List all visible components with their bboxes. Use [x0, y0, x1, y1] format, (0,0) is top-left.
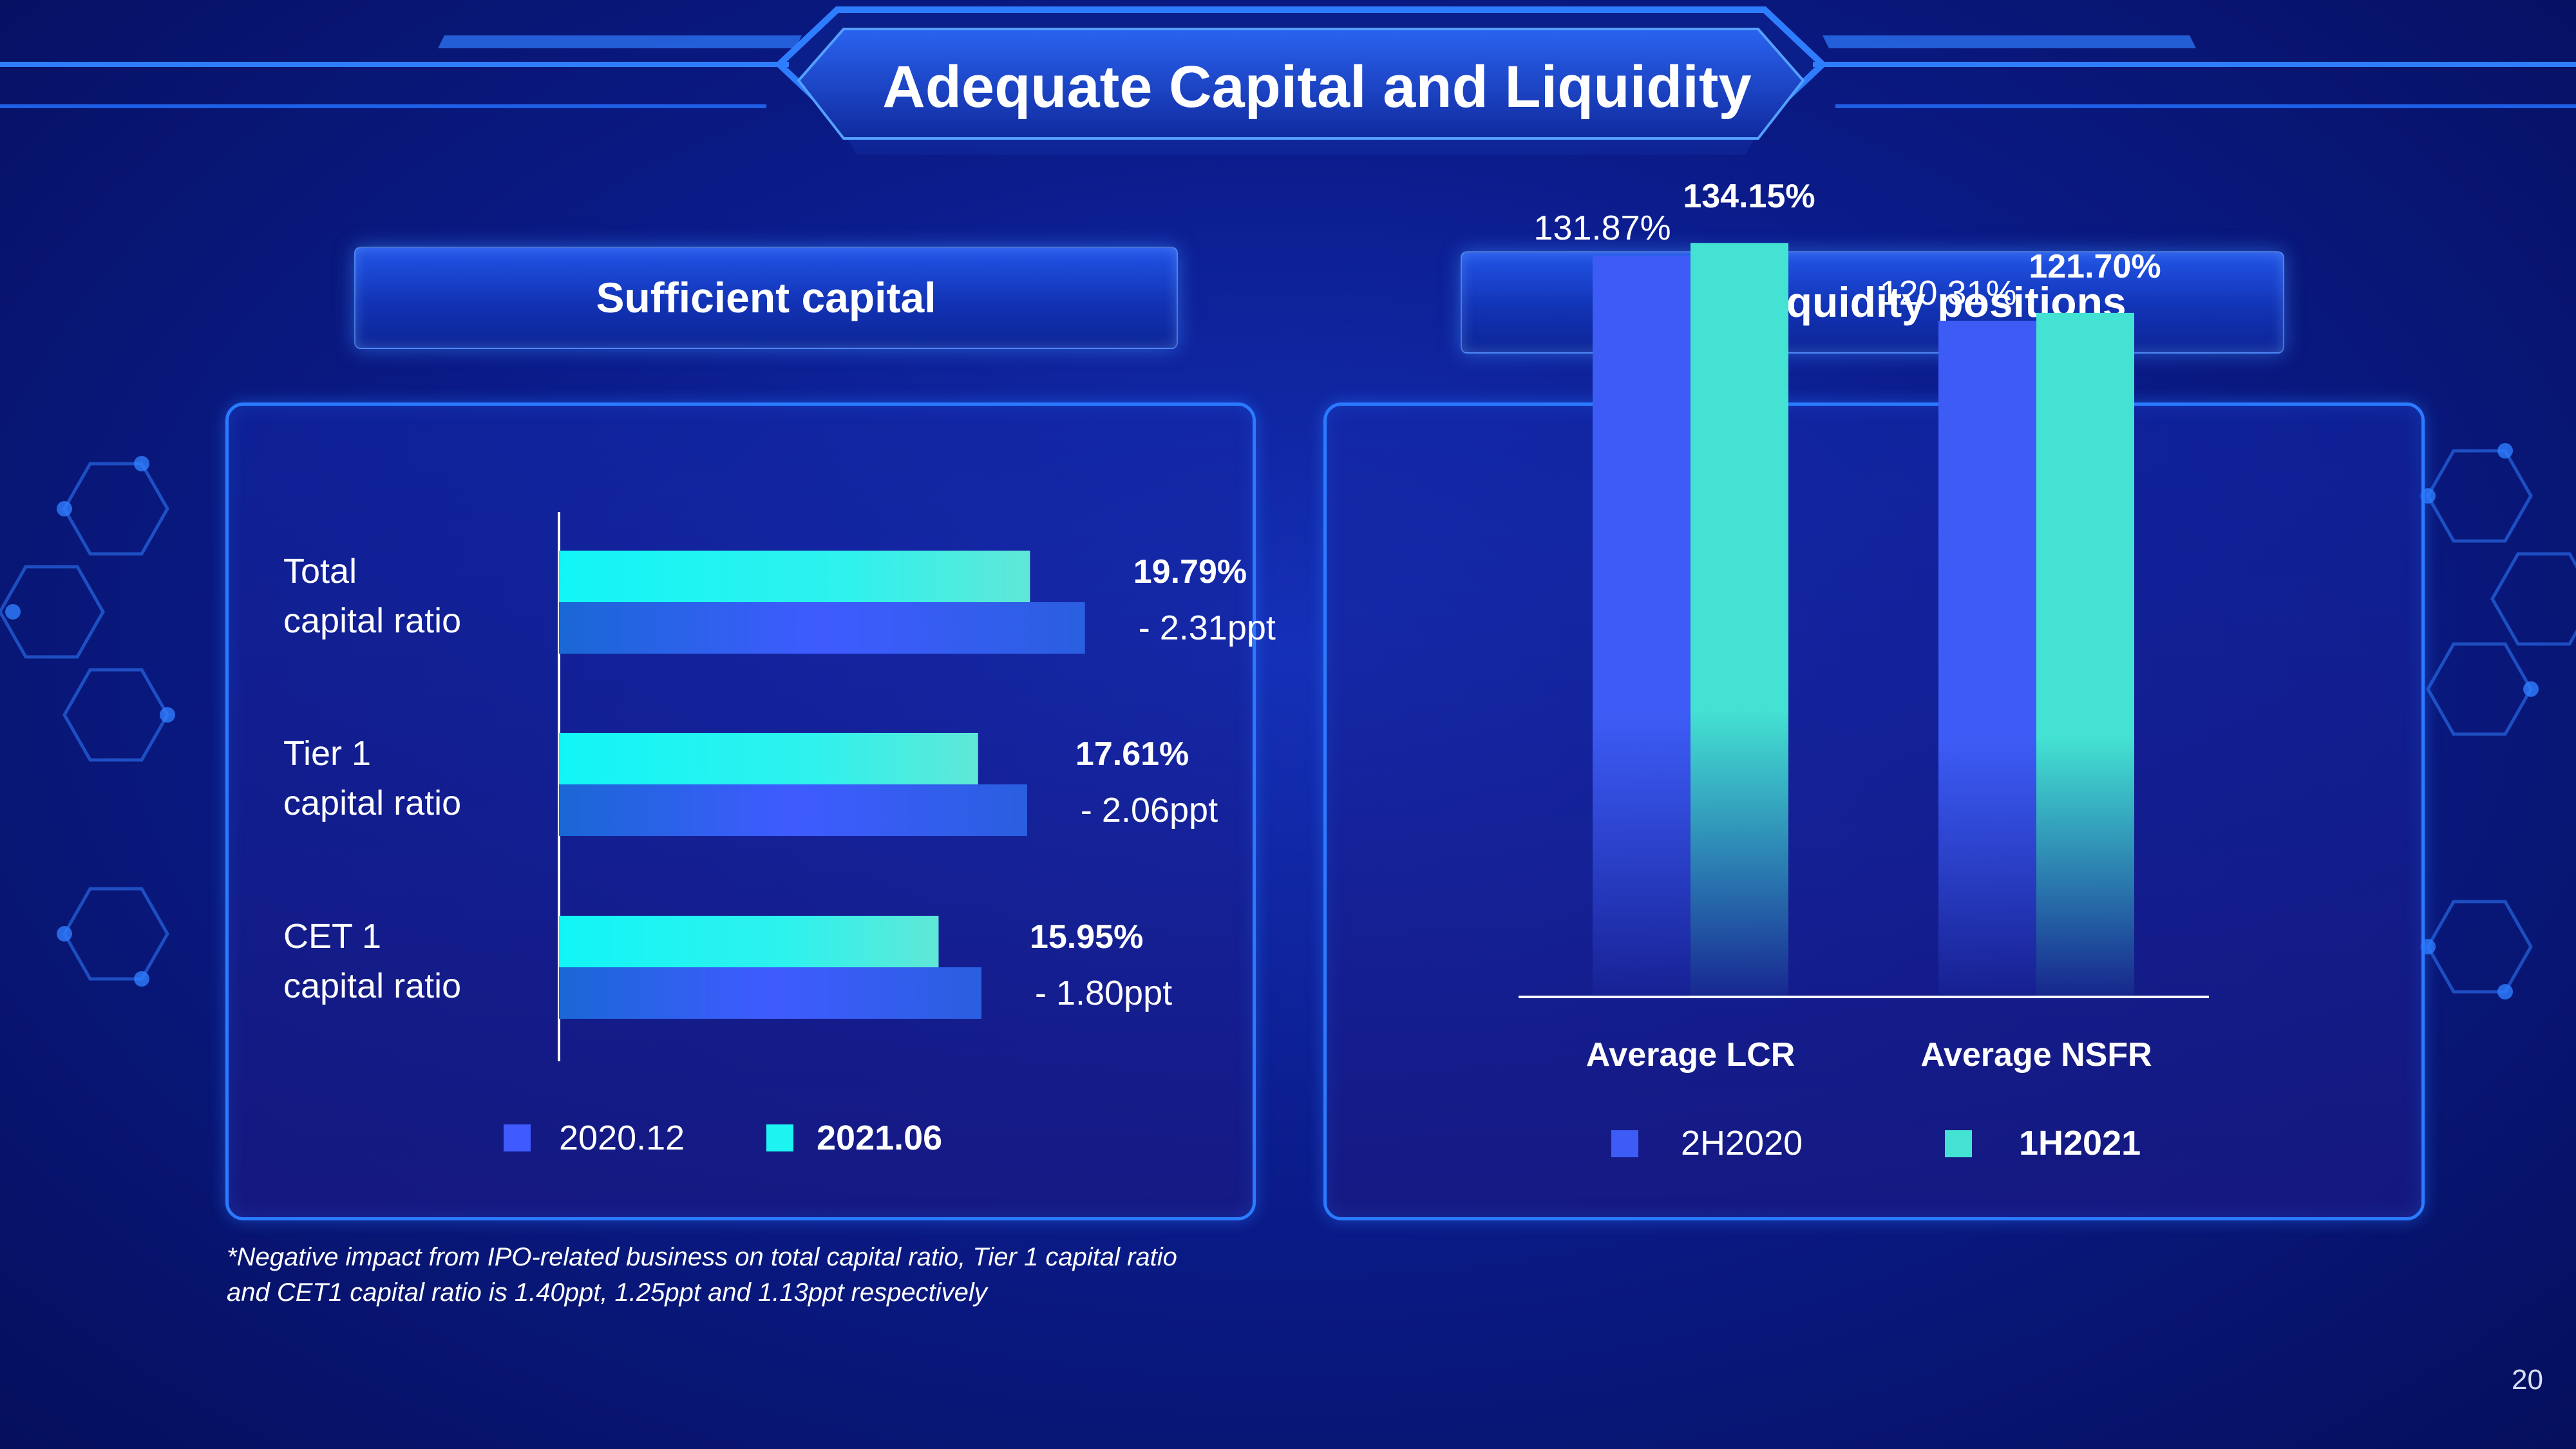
- legend-swatch-2h2020: [1611, 1130, 1638, 1157]
- capital-bar-2021-06: [559, 916, 939, 967]
- capital-category-label: CET 1: [283, 917, 381, 956]
- capital-category-label: Total: [283, 552, 357, 591]
- liquidity-category-label: Average NSFR: [1920, 1036, 2152, 1074]
- liquidity-bar-1h2021: [2036, 312, 2134, 998]
- capital-change-label: - 2.06ppt: [1081, 791, 1218, 829]
- footnote: *Negative impact from IPO-related busine…: [227, 1240, 1321, 1311]
- liquidity-bar-1h2021: [1690, 243, 1788, 998]
- liquidity-value-label: 120.31%: [1879, 274, 2016, 312]
- header-frame: [0, 6, 2576, 155]
- capital-value-label: 15.95%: [1030, 918, 1143, 956]
- capital-category-label: capital ratio: [283, 967, 461, 1005]
- left-section-banner: Sufficient capital: [354, 247, 1178, 349]
- liquidity-value-label: 134.15%: [1683, 178, 1815, 215]
- liquidity-category-label: Average LCR: [1586, 1036, 1795, 1074]
- legend-swatch-1h2021: [1945, 1130, 1972, 1157]
- footnote-line-2: and CET1 capital ratio is 1.40ppt, 1.25p…: [227, 1278, 987, 1307]
- legend-label-2h2020: 2H2020: [1681, 1124, 1803, 1162]
- legend-label-2020-12: 2020.12: [559, 1119, 685, 1157]
- liquidity-bar-2h2020: [1938, 321, 2036, 997]
- legend-swatch-2021-06: [766, 1124, 793, 1151]
- capital-change-label: - 1.80ppt: [1035, 974, 1172, 1012]
- capital-category-label: capital ratio: [283, 601, 461, 640]
- page-title: Adequate Capital and Liquidity: [882, 54, 1752, 120]
- capital-change-label: - 2.31ppt: [1139, 609, 1276, 647]
- footnote-line-1: *Negative impact from IPO-related busine…: [227, 1243, 1177, 1271]
- legend-label-1h2021: 1H2021: [2019, 1124, 2141, 1162]
- capital-value-label: 19.79%: [1133, 553, 1247, 591]
- liquidity-value-label: 121.70%: [2029, 248, 2161, 285]
- liquidity-value-label: 131.87%: [1533, 209, 1671, 247]
- capital-bar-2020-12: [559, 602, 1085, 654]
- capital-bar-2021-06: [559, 733, 978, 784]
- left-section-heading: Sufficient capital: [596, 274, 936, 321]
- capital-bar-2021-06: [559, 551, 1030, 602]
- legend-label-2021-06: 2021.06: [817, 1119, 942, 1157]
- capital-value-label: 17.61%: [1075, 735, 1189, 773]
- liquidity-bar-2h2020: [1593, 256, 1690, 998]
- page-number: 20: [2512, 1364, 2543, 1396]
- capital-bar-2020-12: [559, 784, 1027, 836]
- capital-category-label: capital ratio: [283, 784, 461, 822]
- liquidity-panel: [1323, 402, 2425, 1220]
- capital-bar-2020-12: [559, 967, 981, 1019]
- capital-category-label: Tier 1: [283, 734, 371, 773]
- legend-swatch-2020-12: [504, 1124, 531, 1151]
